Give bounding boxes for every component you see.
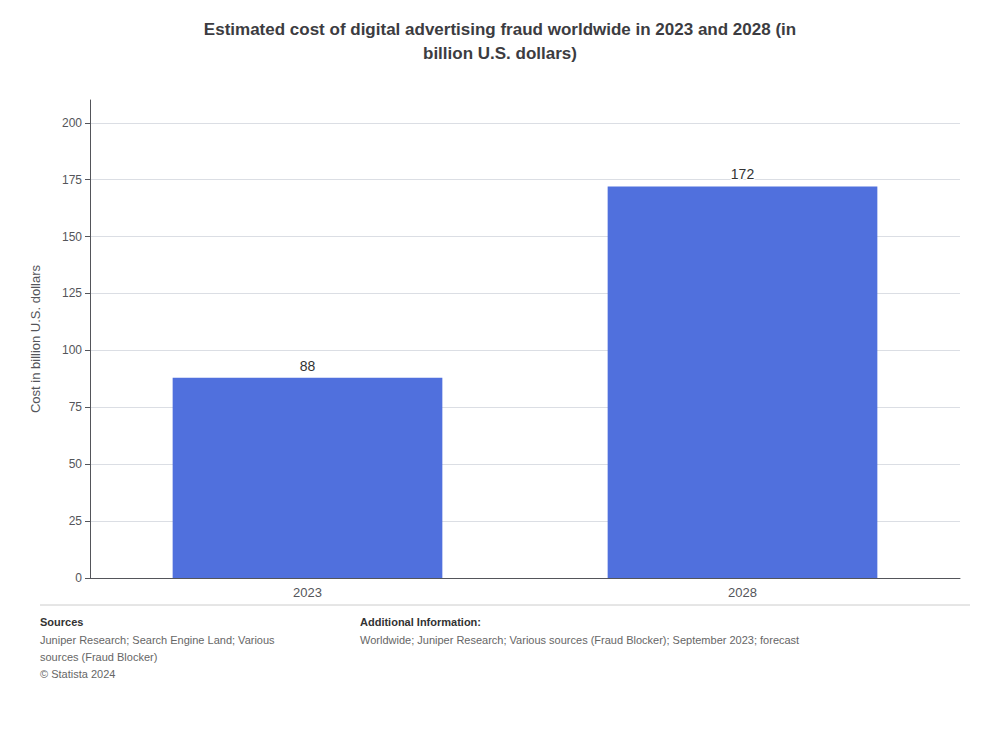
svg-text:50: 50 (69, 457, 83, 471)
svg-text:150: 150 (62, 230, 82, 244)
svg-text:Juniper Research; Search Engin: Juniper Research; Search Engine Land; Va… (40, 634, 275, 646)
svg-text:Worldwide; Juniper Research; V: Worldwide; Juniper Research; Various sou… (360, 634, 799, 646)
svg-text:Additional Information:: Additional Information: (360, 616, 481, 628)
svg-text:sources (Fraud Blocker): sources (Fraud Blocker) (40, 651, 157, 663)
svg-text:200: 200 (62, 116, 82, 130)
svg-text:175: 175 (62, 173, 82, 187)
svg-text:Cost in billion U.S. dollars: Cost in billion U.S. dollars (28, 264, 43, 413)
svg-text:2028: 2028 (728, 585, 757, 600)
svg-text:125: 125 (62, 286, 82, 300)
svg-text:Sources: Sources (40, 616, 83, 628)
svg-text:Estimated cost of digital adve: Estimated cost of digital advertising fr… (204, 20, 796, 39)
svg-text:© Statista 2024: © Statista 2024 (40, 668, 115, 680)
svg-text:88: 88 (300, 358, 316, 374)
svg-text:75: 75 (69, 400, 83, 414)
svg-text:billion U.S. dollars): billion U.S. dollars) (423, 44, 577, 63)
svg-text:0: 0 (75, 571, 82, 585)
svg-text:2023: 2023 (293, 585, 322, 600)
svg-text:25: 25 (69, 514, 83, 528)
svg-text:172: 172 (731, 166, 755, 182)
svg-text:100: 100 (62, 343, 82, 357)
